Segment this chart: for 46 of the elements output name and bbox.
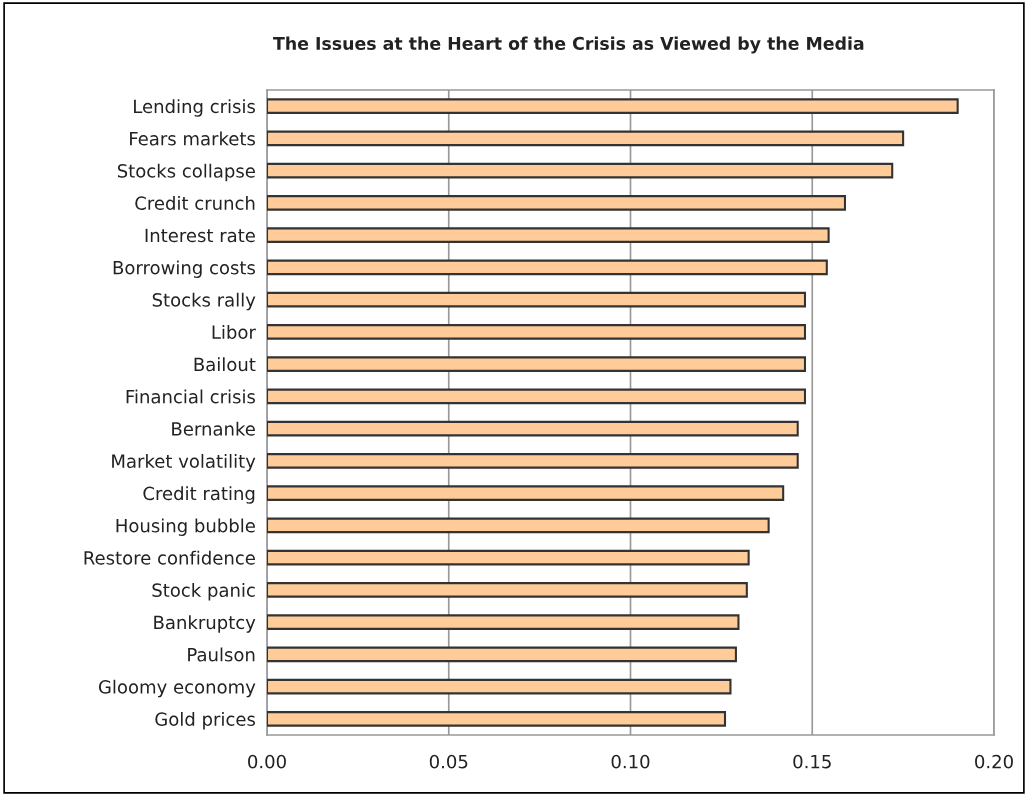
y-tick-label: Stocks rally [152, 292, 256, 311]
y-tick-label: Restore confidence [84, 550, 255, 565]
y-tick-label: Fears markets [130, 131, 256, 146]
bar [267, 420, 799, 437]
y-tick-label: Gloomy economy [98, 679, 256, 698]
bar [267, 98, 959, 114]
y-tick-label: Borrowing costs [113, 260, 256, 278]
y-tick-label: Lending crisis [134, 99, 256, 117]
bar [267, 646, 737, 663]
bar [267, 582, 748, 598]
y-tick-label: Libor [212, 325, 256, 339]
x-tick-label: 0.15 [793, 754, 831, 769]
bar [267, 453, 799, 469]
bar [267, 324, 807, 340]
bar [267, 130, 905, 147]
bar [267, 195, 847, 211]
y-tick-label: Stock panic [152, 583, 255, 601]
y-tick-label: Bankruptcy [154, 615, 256, 633]
bar [267, 227, 830, 243]
y-tick-label: Bernanke [172, 421, 255, 436]
bar [267, 388, 807, 405]
x-tick-label: 0.20 [975, 754, 1013, 769]
y-tick-label: Credit crunch [135, 196, 255, 210]
y-tick-label: Gold prices [155, 712, 256, 730]
y-tick-label: Market volatility [112, 454, 256, 472]
y-tick-label: Paulson [188, 647, 255, 662]
y-tick-label: Credit rating [143, 486, 255, 504]
y-tick-label: Financial crisis [126, 389, 256, 404]
chart-title: The Issues at the Heart of the Crisis as Viewed by the Media [273, 36, 864, 54]
x-tick-label: 0.00 [248, 754, 286, 769]
bar [267, 162, 894, 179]
x-tick-label: 0.05 [429, 754, 468, 769]
y-tick-label: Stocks collapse [117, 163, 255, 182]
bar [267, 711, 727, 727]
bar [267, 517, 770, 534]
bar [267, 614, 740, 630]
bar [267, 356, 807, 372]
bar [267, 678, 732, 695]
y-tick-label: Bailout [194, 357, 256, 372]
y-tick-label: Interest rate [145, 228, 255, 243]
bar [267, 485, 785, 501]
bar [267, 259, 828, 276]
bar [267, 549, 750, 566]
bar [267, 291, 807, 308]
y-tick-label: Housing bubble [116, 518, 255, 536]
x-tick-label: 0.10 [611, 754, 650, 769]
